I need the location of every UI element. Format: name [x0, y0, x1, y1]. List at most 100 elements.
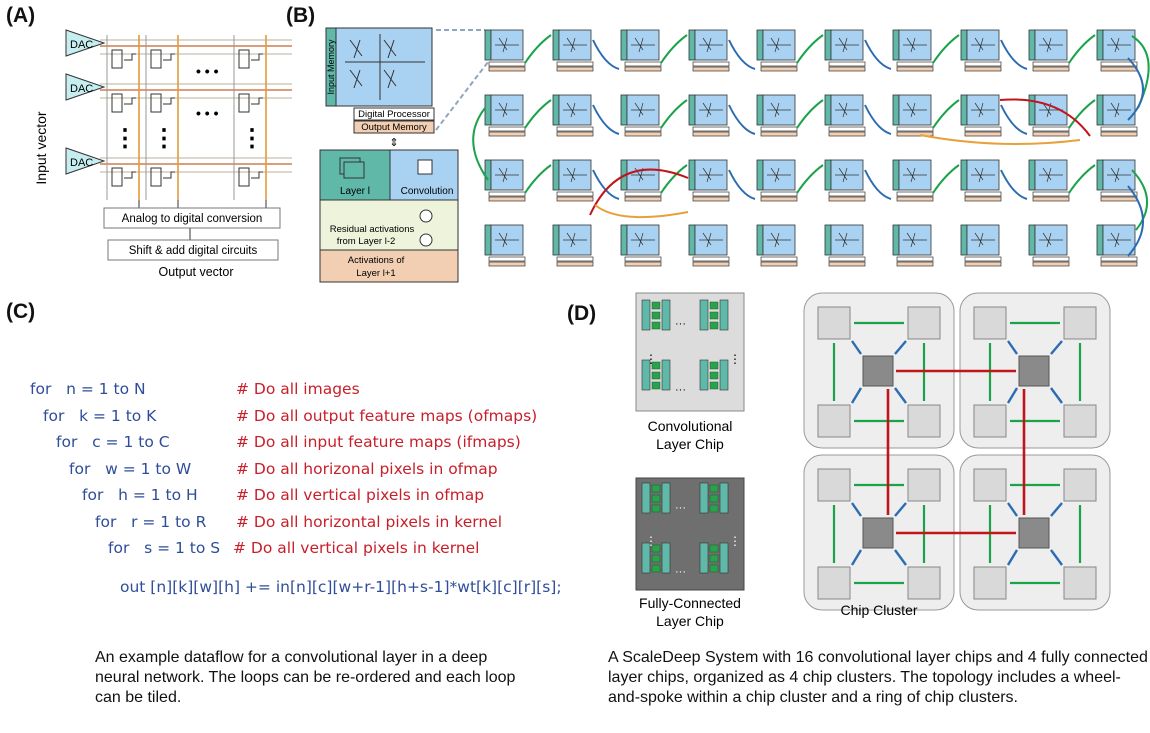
red-arrow-1	[999, 98, 1091, 137]
conv-chip-1-3	[817, 404, 851, 438]
conv-chip-3-2	[907, 468, 941, 502]
green-arrow-r3-9	[1068, 164, 1096, 194]
blue-spoke-d-3	[894, 549, 907, 566]
green-arrow-r3-3	[660, 164, 688, 194]
chip-r1-c1	[484, 29, 526, 72]
green-arrow-r1-9	[1068, 34, 1096, 64]
output-vector-label: Output vector	[158, 265, 233, 279]
red-arrow-2	[589, 168, 689, 216]
blue-arrow-r3-6	[864, 169, 892, 200]
green-arrow-r2-5	[796, 99, 824, 129]
green-arrow-wrap-2	[1131, 169, 1149, 231]
chip-r2-c9	[1028, 94, 1070, 137]
blue-spoke-b-3	[894, 502, 907, 517]
chip-r3-c3	[620, 159, 662, 202]
chip-r3-c1	[484, 159, 526, 202]
green-arrow-r3-7	[932, 164, 960, 194]
residual-label-2: from Layer l-2	[337, 236, 396, 247]
horizontal-dots-2: • • •	[196, 105, 219, 121]
conv-chip-4-4	[1063, 566, 1097, 600]
blue-arrow-r3-8	[1000, 169, 1028, 200]
chip-r1-c4	[688, 29, 730, 72]
activations-label-2: Layer l+1	[356, 268, 395, 279]
shift-add-label: Shift & add digital circuits	[129, 245, 258, 257]
code-comment-1: # Do all images	[236, 380, 360, 398]
chip-cluster-label: Chip Cluster	[840, 602, 917, 618]
vertical-dots-1: ⋮	[113, 125, 137, 152]
code-comment-2: # Do all output feature maps (ofmaps)	[236, 406, 538, 425]
chip-r2-c3	[620, 94, 662, 137]
conv-chip-2-4	[1063, 404, 1097, 438]
dac-label-3: DAC	[70, 157, 93, 169]
fc-chip-cells-cell-2	[699, 482, 729, 514]
green-arrow-r1-7	[932, 34, 960, 64]
chip-array-diagram: Input Memory Digital Processor Output Me…	[319, 27, 1150, 283]
blue-spoke-c-3	[850, 549, 863, 566]
blue-arrow-r1-8	[1000, 39, 1028, 70]
green-arrow-wrap-left	[472, 107, 489, 181]
conv-chip-cells-cell-3	[641, 359, 671, 391]
conv-vdots-left: ⋮	[645, 352, 657, 366]
chip-r1-c8	[960, 29, 1002, 72]
fc-chip-cells-cell-1	[641, 482, 671, 514]
blue-spoke-a-1	[851, 340, 862, 355]
code-comment-6: # Do all horizontal pixels in kernel	[236, 512, 503, 531]
code-loop-6: for r = 1 to R	[95, 512, 207, 531]
green-arrow-r3-5	[796, 164, 824, 194]
fc-chip-label-2: Layer Chip	[656, 613, 724, 629]
blue-spoke-d-4	[1050, 549, 1063, 566]
chip-r4-c6	[824, 224, 866, 267]
chip-r1-c3	[620, 29, 662, 72]
fc-vdots-right: ⋮	[729, 534, 741, 548]
chip-r2-c7	[892, 94, 934, 137]
panel-d-label: (D)	[567, 302, 597, 325]
fc-chip-2	[1018, 355, 1050, 387]
code-loop-3: for c = 1 to C	[56, 433, 170, 451]
code-loop-4: for w = 1 to W	[69, 459, 192, 478]
conv-chip-cells-cell-4	[699, 359, 729, 391]
blue-spoke-a-4	[1007, 502, 1018, 517]
fc-chip-4	[1018, 517, 1050, 549]
chip-r1-c7	[892, 29, 934, 72]
blue-spoke-b-4	[1050, 502, 1063, 517]
blue-spoke-c-2	[1006, 387, 1019, 404]
vertical-dots-2: ⋮	[152, 125, 176, 152]
convolution-label: Convolution	[401, 186, 454, 197]
fc-chip-1	[862, 355, 894, 387]
code-comment-5: # Do all vertical pixels in ofmap	[236, 486, 485, 504]
chip-r3-c9	[1028, 159, 1070, 202]
chip-grid	[484, 29, 1138, 267]
green-arrow-r2-9	[1068, 99, 1096, 129]
chip-r4-c4	[688, 224, 730, 267]
code-loop-2: for k = 1 to K	[43, 406, 157, 425]
chip-r2-c1	[484, 94, 526, 137]
digital-processor-label: Digital Processor	[358, 109, 430, 120]
blue-spoke-d-1	[894, 387, 907, 404]
adc-label: Analog to digital conversion	[122, 213, 263, 225]
blue-arrow-r2-6	[864, 104, 892, 135]
chip-r2-c5	[756, 94, 798, 137]
blue-arrow-r1-6	[864, 39, 892, 70]
orange-arrow-2	[594, 204, 689, 219]
vertical-dots-3: ⋮	[240, 125, 264, 152]
code-loop-7: for s = 1 to S	[108, 539, 221, 557]
residual-label-1: Residual activations	[330, 224, 415, 235]
conv-chip-2-2	[1063, 306, 1097, 340]
panel-b-label: (B)	[286, 4, 316, 27]
fc-ellipsis-bottom: ···	[675, 566, 686, 578]
panel-c-label: (C)	[6, 300, 36, 323]
fc-chip-cells-cell-3	[641, 542, 671, 574]
input-memory-label: Input Memory	[326, 39, 336, 95]
conv-chip-1-4	[907, 404, 941, 438]
blue-arrow-r3-4	[728, 169, 756, 200]
dac-label-2: DAC	[70, 83, 93, 95]
green-arrow-r1-1	[524, 34, 552, 64]
chip-r4-c2	[552, 224, 594, 267]
green-arrow-r3-1	[524, 164, 552, 194]
blue-arrow-r1-2	[592, 39, 620, 70]
activations-label-1: Activations of	[348, 255, 405, 266]
chip-r1-c6	[824, 29, 866, 72]
blue-arrow-r1-4	[728, 39, 756, 70]
chip-r3-c10	[1096, 159, 1138, 202]
chip-arrows	[472, 34, 1150, 257]
